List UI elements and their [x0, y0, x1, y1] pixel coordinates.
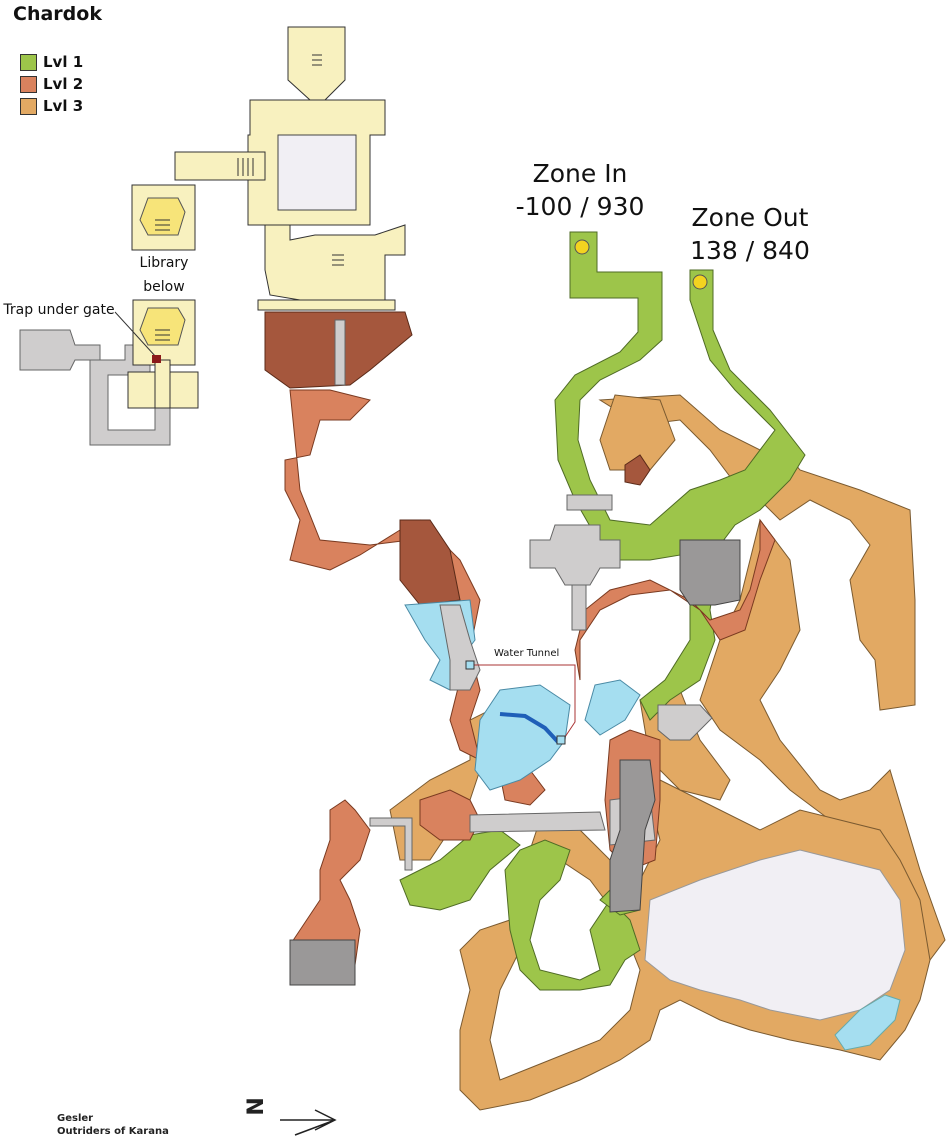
legend-label-lvl2: Lvl 2 [43, 75, 84, 93]
library-label-line2: below [143, 279, 185, 295]
legend-label-lvl3: Lvl 3 [43, 97, 84, 115]
water-areas [404, 599, 641, 791]
deep-water-channel [499, 712, 560, 744]
trap-label: Trap under gate [3, 302, 115, 318]
legend-swatch-lvl2 [20, 75, 37, 93]
level-legend: Lvl 1 Lvl 2 Lvl 3 [20, 51, 83, 117]
zone-in-label: Zone In -100 / 930 [510, 157, 650, 223]
legend-row-lvl1: Lvl 1 [20, 51, 83, 73]
legend-swatch-lvl3 [20, 97, 37, 115]
zone-in-title: Zone In [532, 159, 628, 188]
lvl3-pool [834, 994, 901, 1051]
water-tunnel-pointer [470, 664, 576, 741]
zone-in-marker[interactable] [574, 239, 590, 255]
legend-row-lvl2: Lvl 2 [20, 73, 83, 95]
lvl3-rooms [644, 849, 906, 1021]
zone-out-marker[interactable] [692, 274, 708, 290]
compass-arrow [280, 1109, 337, 1136]
palace-rooms [277, 134, 357, 211]
map-title: Chardok [13, 3, 102, 25]
zone-out-label: Zone Out 138 / 840 [680, 201, 820, 267]
water-tunnel-marker-north [465, 660, 475, 670]
credit-author: Gesler [57, 1113, 94, 1124]
palace-stairs [155, 54, 344, 341]
compass-letter: N [240, 1097, 266, 1116]
zone-out-coords: 138 / 840 [690, 236, 810, 265]
water-tunnel-marker-south [556, 735, 566, 745]
zone-in-coords: -100 / 930 [515, 192, 645, 221]
map-credit: Gesler Outriders of Karana [57, 1112, 169, 1138]
trap-marker [152, 355, 161, 363]
trap-pointer-line [114, 311, 157, 358]
dark-stone-structures [289, 539, 741, 986]
legend-swatch-lvl1 [20, 53, 37, 71]
library-domes [139, 197, 186, 346]
library-label-line1: Library [139, 255, 189, 271]
water-tunnel-label: Water Tunnel [494, 648, 560, 659]
legend-row-lvl3: Lvl 3 [20, 95, 83, 117]
library-label: Library below [124, 251, 204, 299]
credit-guild: Outriders of Karana [57, 1126, 169, 1137]
legend-label-lvl1: Lvl 1 [43, 53, 84, 71]
zone-out-title: Zone Out [691, 203, 809, 232]
